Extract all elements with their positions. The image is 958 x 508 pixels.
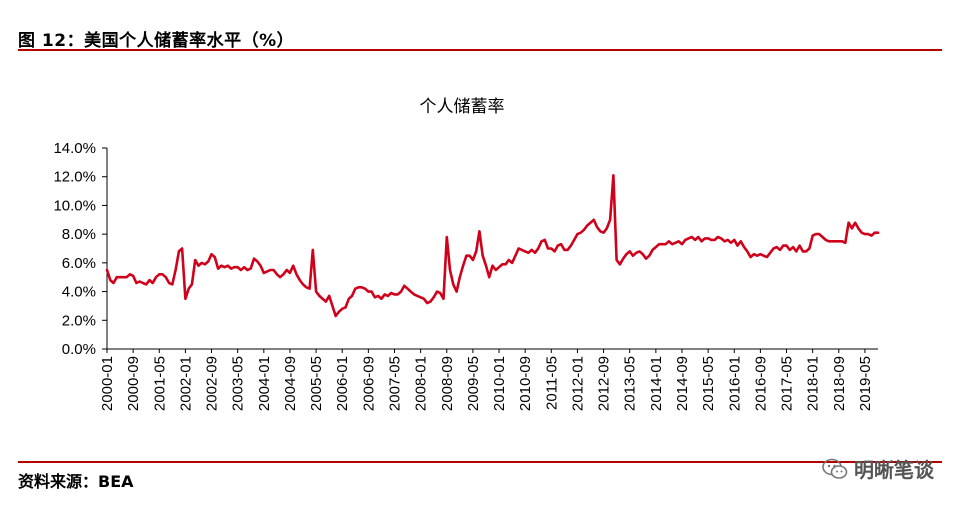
y-axis: 0.0% 2.0% 4.0% 6.0% 8.0% 10.0% 12.0% 14.0% — [53, 140, 108, 358]
bottom-divider — [18, 461, 942, 463]
x-tick-label: 2001-05 — [151, 356, 168, 411]
source-note: 资料来源：BEA — [18, 472, 134, 491]
series-layer — [105, 174, 880, 318]
watermark-text: 明晰笔谈 — [854, 458, 934, 482]
watermark: 明晰笔谈 — [822, 454, 934, 483]
x-tick-label: 2010-09 — [517, 356, 534, 411]
chart-title: 个人储蓄率 — [420, 97, 505, 117]
x-tick-label: 2000-01 — [99, 356, 116, 411]
x-tick-label: 2004-01 — [256, 356, 273, 411]
x-tick-label: 2017-05 — [779, 356, 796, 411]
x-tick-label: 2019-05 — [857, 356, 874, 411]
x-tick-label: 2011-05 — [543, 356, 560, 410]
line-chart: 个人储蓄率 0.0% 2.0% 4.0% 6.0% 8.0% 10.0% 12.0% 14.0… — [53, 97, 880, 411]
x-tick-label: 2015-05 — [700, 356, 717, 411]
x-tick-label: 2012-01 — [569, 356, 586, 411]
x-tick-label: 2008-09 — [439, 356, 456, 411]
y-tick-label: 10.0% — [53, 197, 96, 214]
x-axis: 2000-01 2000-09 2001-05 2002-01 2002-09 2003-… — [99, 348, 878, 411]
wechat-icon — [822, 458, 848, 479]
figure-title: 图 12：美国个人储蓄率水平（%） — [18, 31, 295, 51]
y-tick-label: 2.0% — [62, 312, 96, 329]
x-tick-label: 2003-05 — [230, 356, 247, 411]
x-tick-label: 2008-01 — [413, 356, 430, 411]
x-tick-label: 2018-09 — [831, 356, 848, 411]
x-tick-label: 2014-01 — [648, 356, 665, 411]
x-tick-label: 2006-01 — [334, 356, 351, 411]
x-tick-label: 2002-09 — [204, 356, 221, 411]
x-tick-label: 2006-09 — [360, 356, 377, 411]
y-tick-label: 0.0% — [62, 341, 96, 358]
series-line-savings-rate — [105, 174, 880, 318]
x-tick-label: 2010-01 — [491, 356, 508, 411]
x-tick-label: 2005-05 — [308, 356, 325, 411]
x-tick-label: 2018-01 — [805, 356, 822, 411]
x-tick-label: 2004-09 — [282, 356, 299, 411]
x-tick-label: 2002-01 — [177, 356, 194, 411]
x-tick-label: 2012-09 — [596, 356, 613, 411]
x-tick-label: 2016-09 — [752, 356, 769, 411]
x-tick-label: 2009-05 — [465, 356, 482, 411]
x-tick-label: 2014-09 — [674, 356, 691, 411]
y-tick-label: 8.0% — [62, 226, 96, 243]
x-tick-label: 2013-05 — [622, 356, 639, 411]
x-tick-label: 2007-05 — [386, 356, 403, 411]
y-tick-label: 6.0% — [62, 255, 96, 272]
x-tick-label: 2000-09 — [125, 356, 142, 411]
y-tick-label: 4.0% — [62, 284, 96, 301]
top-divider — [18, 49, 942, 51]
x-tick-label: 2016-01 — [726, 356, 743, 411]
y-tick-label: 14.0% — [53, 140, 96, 157]
y-tick-label: 12.0% — [53, 169, 96, 186]
